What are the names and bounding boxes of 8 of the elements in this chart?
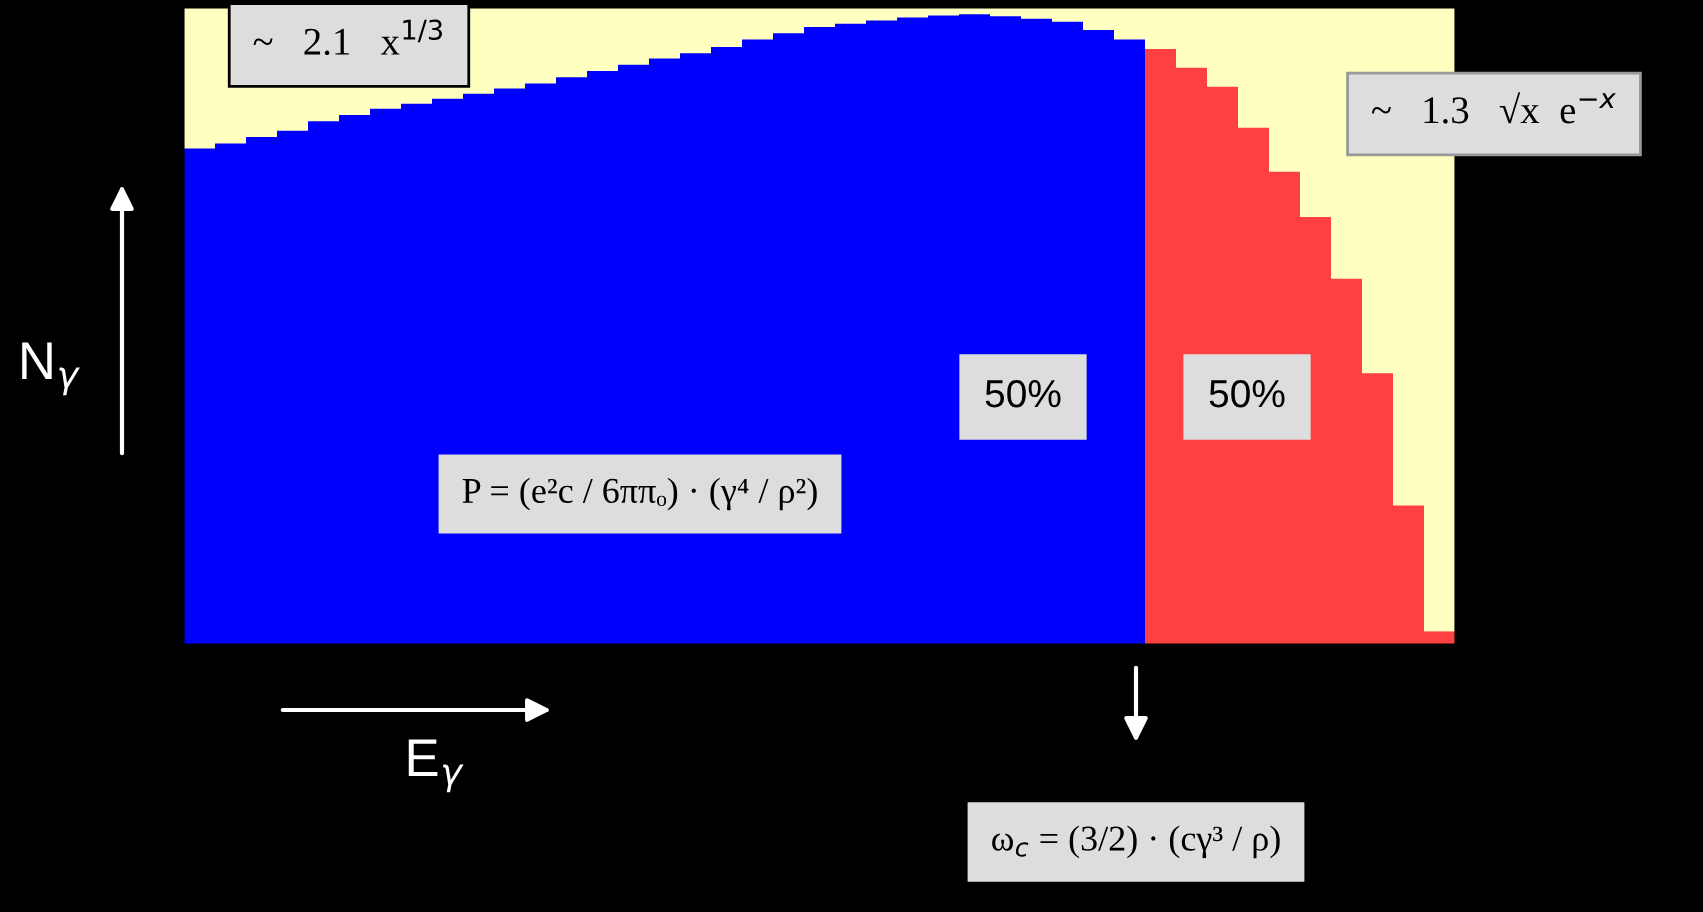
annotation: ~ 2.1 x$^{1/3}$ [253, 19, 442, 56]
x-axis-title: E$_{γ}$ [408, 739, 464, 793]
text: ω$_{c}$ = (3/2) · (cγ³ / ρ) [992, 825, 1280, 859]
annotation: 50% [985, 379, 1061, 408]
annotation: P = (e²c / 6ππₒ) · (γ⁴ / ρ²) [462, 477, 817, 511]
annotation: ~ 1.3 √x e$^{−x}$ [1372, 92, 1616, 124]
annotation: 50% [1209, 379, 1285, 408]
y-axis-title: N$_{γ}$ [22, 342, 80, 396]
